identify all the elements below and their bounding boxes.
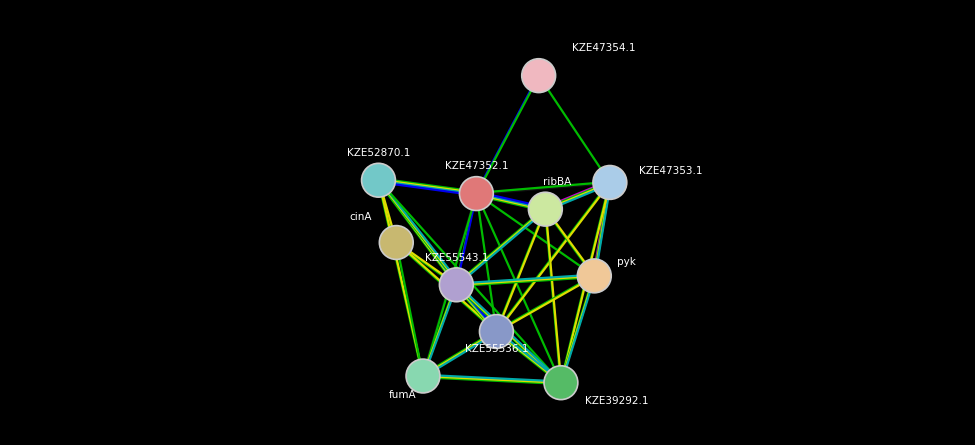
Text: KZE39292.1: KZE39292.1 [585, 396, 649, 406]
Text: KZE55536.1: KZE55536.1 [465, 344, 528, 354]
Circle shape [440, 268, 473, 302]
Text: KZE47354.1: KZE47354.1 [572, 44, 636, 53]
Circle shape [480, 315, 513, 348]
Text: fumA: fumA [389, 390, 416, 400]
Text: KZE55543.1: KZE55543.1 [424, 254, 488, 263]
Text: KZE47353.1: KZE47353.1 [639, 166, 702, 176]
Circle shape [522, 59, 556, 93]
Circle shape [577, 259, 611, 293]
Circle shape [362, 163, 396, 197]
Text: pyk: pyk [616, 257, 636, 267]
Text: cinA: cinA [349, 212, 371, 222]
Circle shape [379, 226, 413, 259]
Text: KZE47352.1: KZE47352.1 [445, 162, 508, 171]
Circle shape [459, 177, 493, 210]
Circle shape [593, 166, 627, 199]
Circle shape [406, 359, 440, 393]
Text: ribBA: ribBA [543, 177, 571, 187]
Text: KZE52870.1: KZE52870.1 [347, 148, 410, 158]
Circle shape [528, 192, 563, 226]
Circle shape [544, 366, 578, 400]
